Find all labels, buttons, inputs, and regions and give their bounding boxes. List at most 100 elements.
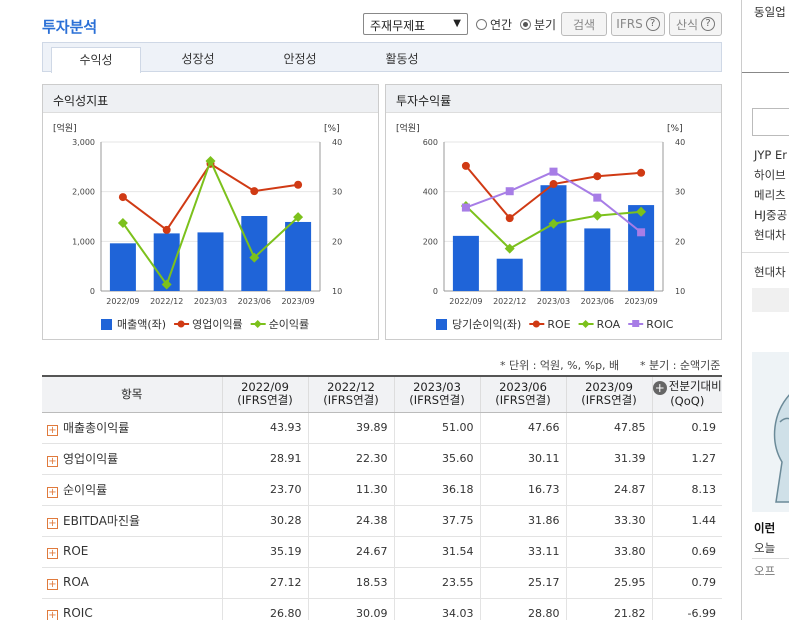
tab-stability[interactable]: 안정성: [283, 52, 317, 66]
header-2023-06: 2023/06 (IFRS연결): [479, 375, 566, 413]
search-button[interactable]: 검색: [561, 12, 607, 36]
expand-plus-icon[interactable]: +: [47, 610, 58, 620]
table-cell: 0.19: [651, 412, 722, 444]
bar-매출액(좌): [197, 232, 224, 291]
ratio-table: 항목 2022/09 (IFRS연결) 2022/12 (IFRS연결) 2023/…: [42, 375, 722, 620]
legend-label: 영업이익률: [192, 318, 243, 331]
statement-select[interactable]: 주재무제표 ▼: [363, 13, 468, 35]
table-header-row: 항목 2022/09 (IFRS연결) 2022/12 (IFRS연결) 2023/…: [42, 375, 722, 413]
side-item[interactable]: 하이브: [754, 168, 786, 182]
side-top-label: 동일업: [754, 5, 786, 19]
row-label[interactable]: + ROE: [42, 536, 222, 568]
table-cell: 37.75: [393, 505, 480, 537]
legend-swatch: [101, 319, 112, 330]
x-tick-label: 2023/03: [537, 297, 570, 306]
table-cell: 0.69: [651, 536, 722, 568]
statement-select-value: 주재무제표: [370, 19, 426, 33]
radio-yearly[interactable]: 연간: [476, 16, 512, 33]
table-cell: 47.66: [479, 412, 566, 444]
point-영업이익률: [294, 180, 303, 189]
expand-plus-icon[interactable]: +: [47, 579, 58, 590]
x-tick-label: 2023/03: [194, 297, 227, 306]
right-unit-label: [%]: [324, 124, 340, 134]
plus-circle-icon[interactable]: +: [652, 381, 667, 396]
section-title: 투자분석: [42, 18, 98, 36]
point-영업이익률: [250, 187, 259, 196]
row-label[interactable]: + 영업이익률: [42, 443, 222, 475]
x-tick-label: 2022/12: [150, 297, 183, 306]
point-ROE: [549, 180, 558, 189]
row-label[interactable]: + ROIC: [42, 598, 222, 620]
radio-yearly-label: 연간: [490, 18, 513, 32]
formula-help-button[interactable]: 산식 ?: [669, 12, 722, 36]
y2-tick-label: 20: [332, 237, 342, 246]
point-순이익률: [161, 279, 172, 290]
table-cell: 8.13: [651, 474, 722, 506]
legend-marker: [632, 320, 640, 327]
ad-more[interactable]: 오프: [754, 564, 776, 578]
tab-activity[interactable]: 활동성: [385, 52, 419, 66]
point-ROE: [505, 214, 514, 223]
row-label[interactable]: + ROA: [42, 567, 222, 599]
side-item-2[interactable]: 현대차: [754, 265, 786, 279]
table-row: + ROA 27.12 18.53 23.55 25.17 25.95 0.79: [42, 567, 722, 599]
tab-growth[interactable]: 성장성: [181, 52, 215, 66]
side-item[interactable]: 메리츠: [754, 188, 786, 202]
point-순이익률: [293, 212, 304, 223]
row-label[interactable]: + 순이익률: [42, 474, 222, 506]
bar-당기순이익(좌): [496, 258, 523, 291]
y2-tick-label: 40: [675, 138, 685, 147]
return-chart-title: 투자수익률: [386, 85, 721, 113]
bar-매출액(좌): [109, 243, 136, 291]
expand-plus-icon[interactable]: +: [47, 425, 58, 436]
point-순이익률: [249, 252, 260, 263]
legend-marker: [532, 320, 540, 328]
legend-label: ROE: [547, 318, 570, 331]
radio-quarterly[interactable]: 분기: [520, 16, 556, 33]
expand-plus-icon[interactable]: +: [47, 487, 58, 498]
point-ROE: [461, 161, 470, 170]
ad-title[interactable]: 이런: [754, 521, 776, 535]
tab-profitability[interactable]: 수익성: [51, 47, 141, 73]
table-row: + ROIC 26.80 30.09 34.03 28.80 21.82 -6.99: [42, 598, 722, 620]
point-ROIC: [593, 193, 602, 202]
header-2023-09: 2023/09 (IFRS연결): [565, 375, 652, 413]
table-cell: 30.11: [479, 443, 566, 475]
table-cell: 24.67: [307, 536, 394, 568]
x-tick-label: 2023/06: [581, 297, 614, 306]
point-ROE: [593, 172, 602, 181]
table-cell: 33.80: [565, 536, 652, 568]
right-unit-label: [%]: [667, 124, 683, 134]
formula-button-label: 산식: [675, 17, 699, 32]
legend-label: 순이익률: [269, 318, 309, 331]
side-input[interactable]: [752, 108, 789, 136]
side-item[interactable]: 현대차: [754, 228, 786, 242]
ifrs-button-label: IFRS: [616, 17, 643, 31]
row-label[interactable]: + EBITDA마진율: [42, 505, 222, 537]
side-item[interactable]: HJ중공: [754, 208, 788, 222]
ad-subtitle: 오늘: [754, 541, 776, 555]
bar-당기순이익(좌): [452, 235, 479, 291]
point-ROA: [636, 206, 647, 217]
table-cell: 33.11: [479, 536, 566, 568]
table-row: + 영업이익률 28.91 22.30 35.60 30.11 31.39 1.27: [42, 443, 722, 475]
expand-plus-icon[interactable]: +: [47, 518, 58, 529]
table-cell: 31.86: [479, 505, 566, 537]
legend-label: ROA: [597, 318, 621, 331]
expand-plus-icon[interactable]: +: [47, 456, 58, 467]
character-illustration-icon: [773, 394, 789, 503]
table-cell: 21.82: [565, 598, 652, 620]
point-순이익률: [117, 217, 128, 228]
side-item[interactable]: JYP Er: [754, 148, 788, 162]
point-ROIC: [637, 228, 646, 237]
side-button[interactable]: [752, 288, 789, 312]
left-unit-label: [억원]: [53, 122, 77, 134]
search-button-label: 검색: [572, 17, 596, 32]
legend-label: 당기순이익(좌): [452, 318, 521, 331]
row-label[interactable]: + 매출총이익률: [42, 412, 222, 444]
ifrs-help-button[interactable]: IFRS ?: [611, 12, 665, 36]
expand-plus-icon[interactable]: +: [47, 548, 58, 559]
table-cell: 51.00: [393, 412, 480, 444]
table-cell: 1.44: [651, 505, 722, 537]
ad-image[interactable]: [752, 352, 789, 512]
